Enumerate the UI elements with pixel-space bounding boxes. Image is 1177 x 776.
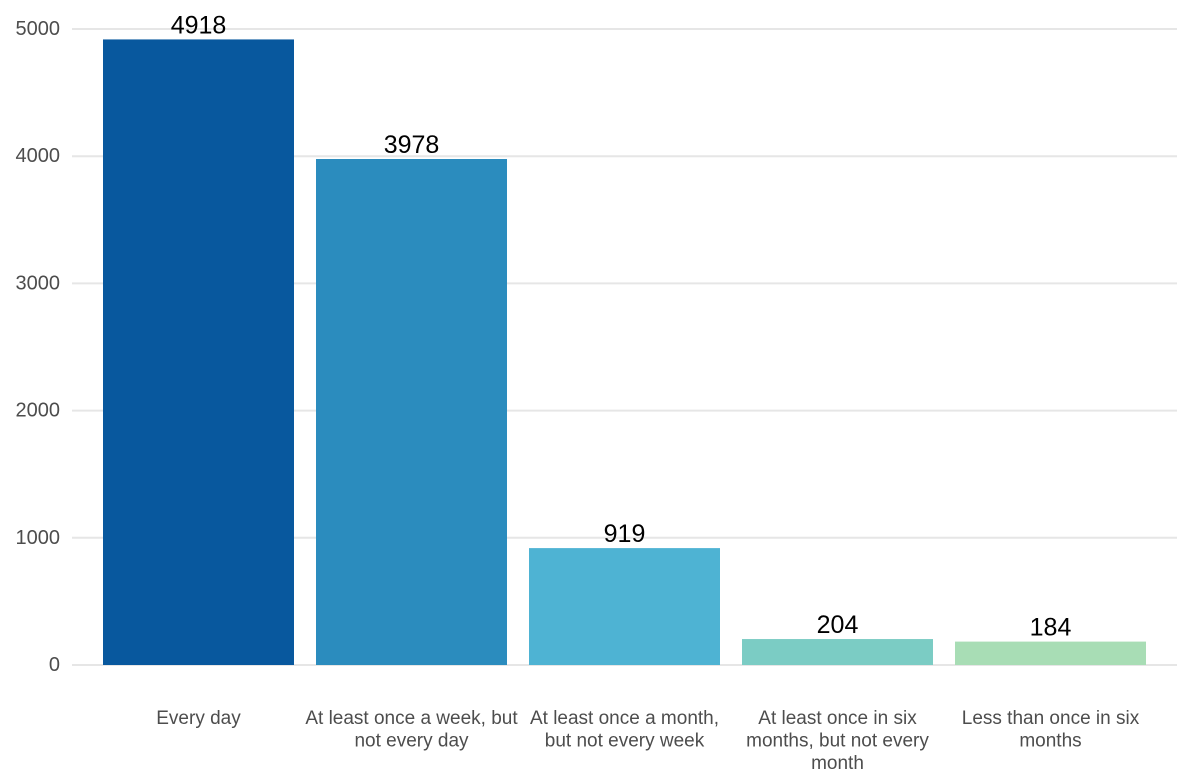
y-tick-label: 3000 bbox=[16, 272, 61, 294]
x-tick-label: At least once a month, but not every week bbox=[530, 708, 719, 752]
y-tick-label: 2000 bbox=[16, 400, 61, 422]
x-tick-label-line: month bbox=[811, 753, 864, 774]
y-axis-tick-labels: 0 1000 2000 3000 4000 5000 bbox=[16, 18, 61, 676]
bar bbox=[316, 158, 507, 665]
x-tick-label-line: At least once a month, bbox=[530, 708, 719, 729]
x-tick-label-line: not every day bbox=[354, 730, 469, 751]
x-tick-label-line: but not every week bbox=[545, 730, 705, 751]
x-tick-label-line: Less than once in six bbox=[962, 708, 1140, 729]
x-tick-label-line: At least once a week, but bbox=[305, 708, 518, 729]
x-tick-label: Less than once in six months bbox=[962, 708, 1140, 752]
x-tick-label-line: months, but not every bbox=[746, 730, 929, 751]
x-tick-label-line: months bbox=[1019, 730, 1081, 751]
x-tick-label-line: Every day bbox=[156, 708, 241, 729]
bar-value-label: 4918 bbox=[171, 11, 227, 39]
bar-value-label: 3978 bbox=[384, 131, 440, 159]
bar bbox=[742, 639, 933, 665]
x-tick-label: At least once in six months, but not ever… bbox=[746, 708, 929, 774]
bars bbox=[103, 39, 1146, 665]
bar bbox=[103, 39, 294, 665]
bar-value-label: 204 bbox=[817, 611, 859, 639]
y-tick-label: 4000 bbox=[16, 145, 61, 167]
y-tick-label: 0 bbox=[49, 654, 60, 676]
x-tick-label: At least once a week, but not every day bbox=[305, 708, 518, 752]
bar-value-labels: 4918 3978 919 204 184 bbox=[171, 11, 1072, 641]
bar bbox=[529, 548, 720, 665]
x-axis-tick-labels: Every day At least once a week, but not ev… bbox=[156, 708, 1139, 774]
x-tick-label-line: At least once in six bbox=[758, 708, 917, 729]
y-tick-label: 1000 bbox=[16, 527, 61, 549]
bar-value-label: 919 bbox=[604, 520, 646, 548]
bar bbox=[955, 641, 1146, 665]
y-tick-label: 5000 bbox=[16, 18, 61, 40]
bar-value-label: 184 bbox=[1030, 614, 1072, 642]
x-tick-label: Every day bbox=[156, 708, 241, 729]
